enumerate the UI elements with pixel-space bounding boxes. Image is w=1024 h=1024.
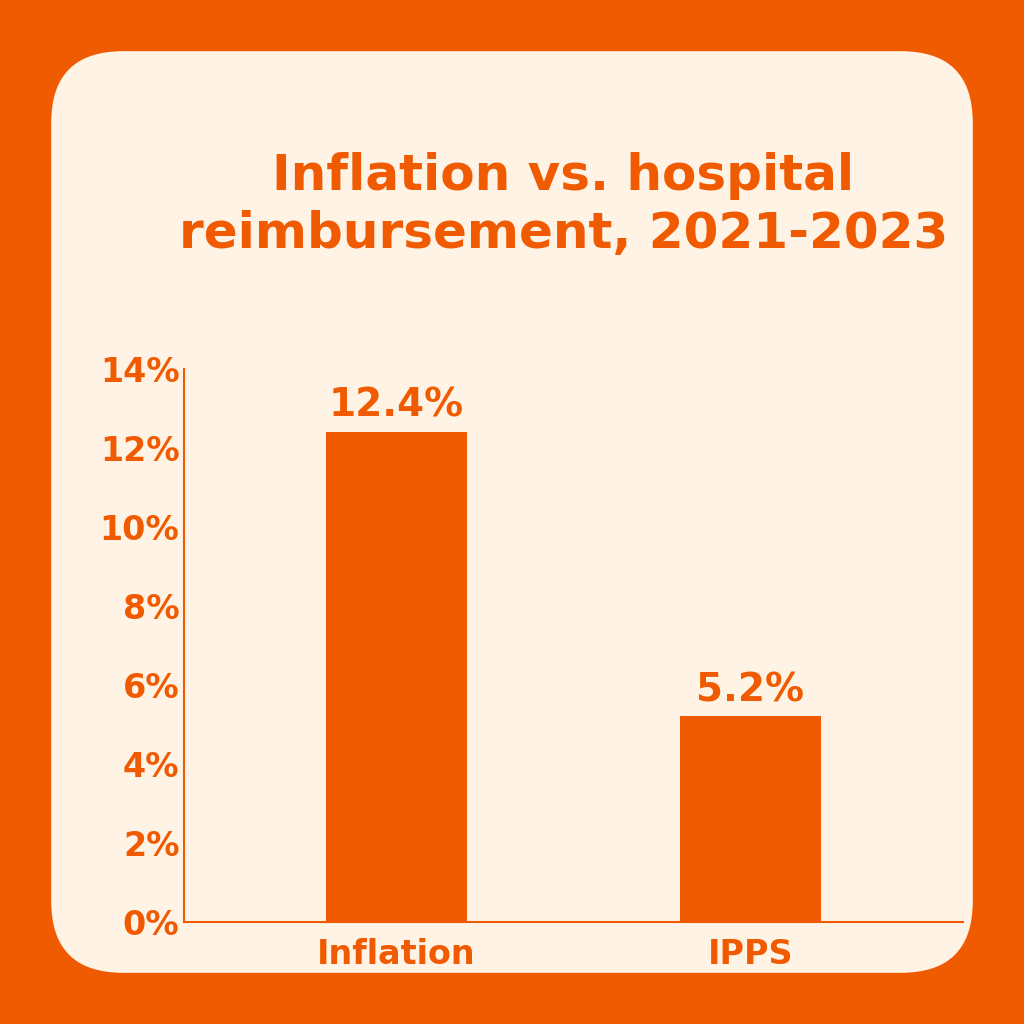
- Text: 5.2%: 5.2%: [696, 671, 804, 709]
- Text: 12.4%: 12.4%: [329, 387, 464, 425]
- Text: Inflation vs. hospital
reimbursement, 2021-2023: Inflation vs. hospital reimbursement, 20…: [178, 152, 948, 258]
- Bar: [326, 432, 467, 922]
- Bar: [680, 716, 821, 922]
